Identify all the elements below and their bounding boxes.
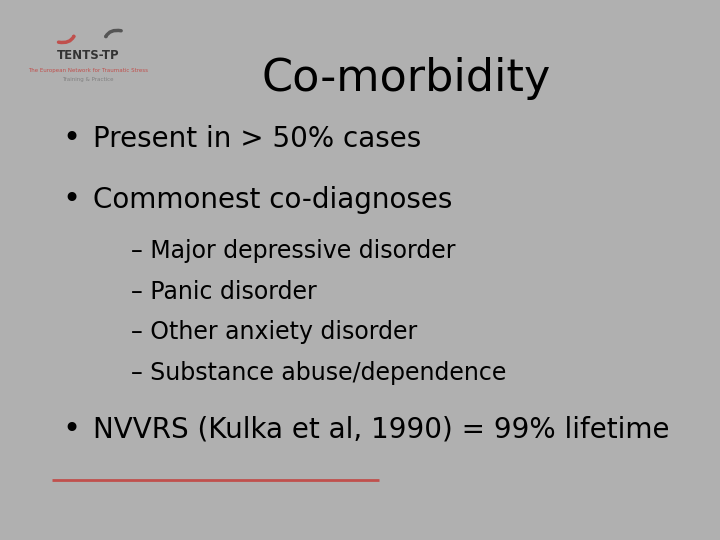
FancyArrowPatch shape [106,30,121,37]
Text: TENTS-TP: TENTS-TP [56,49,119,62]
Text: •: • [63,415,81,444]
Text: – Major depressive disorder: – Major depressive disorder [130,239,455,263]
Text: NVVRS (Kulka et al, 1990) = 99% lifetime: NVVRS (Kulka et al, 1990) = 99% lifetime [94,415,670,443]
Text: – Other anxiety disorder: – Other anxiety disorder [130,320,417,345]
Text: – Panic disorder: – Panic disorder [130,280,316,303]
Text: Training & Practice: Training & Practice [62,77,114,82]
Text: Commonest co-diagnoses: Commonest co-diagnoses [94,186,453,214]
Text: – Substance abuse/dependence: – Substance abuse/dependence [130,361,506,385]
Text: •: • [63,185,81,214]
Text: Co-morbidity: Co-morbidity [261,57,551,100]
Text: •: • [63,124,81,153]
FancyArrowPatch shape [58,36,73,43]
Text: The European Network for Traumatic Stress: The European Network for Traumatic Stres… [28,68,148,73]
Text: Present in > 50% cases: Present in > 50% cases [94,125,421,152]
